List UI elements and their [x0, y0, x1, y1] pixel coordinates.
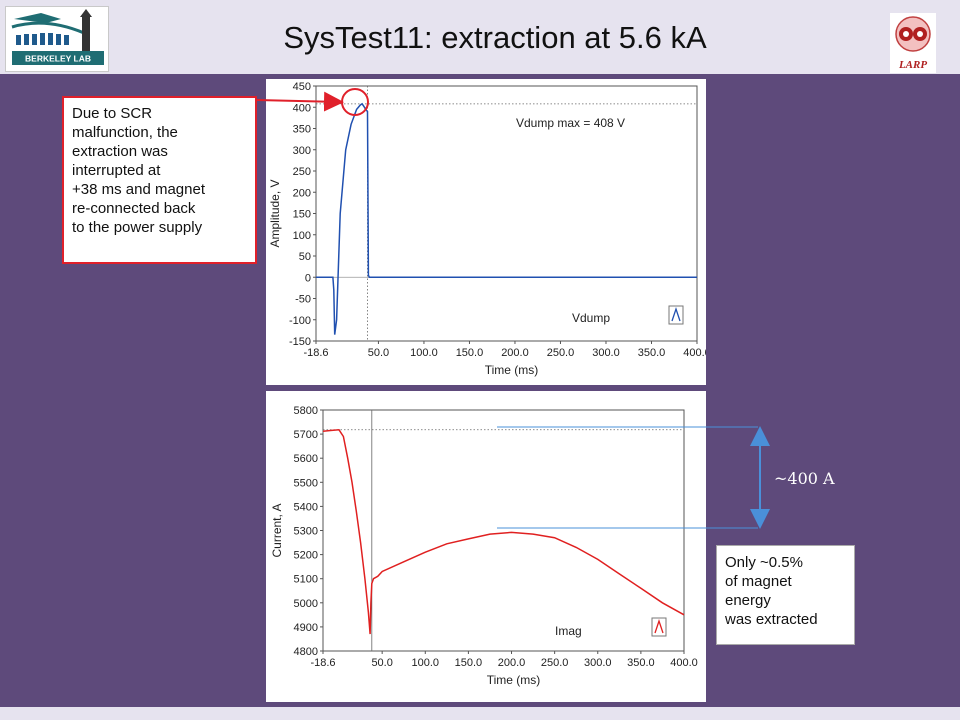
y-tick-label: 5800: [294, 405, 318, 417]
legend-icon-trace: [671, 306, 681, 322]
series-line-imag: [322, 429, 685, 635]
x-tick-label: 100.0: [410, 347, 438, 359]
x-tick-label: 350.0: [627, 657, 655, 669]
y-tick-label: -150: [289, 336, 311, 348]
x-tick-label: 250.0: [541, 657, 569, 669]
x-axis-title: Time (ms): [487, 673, 541, 687]
y-tick-label: -50: [295, 294, 311, 306]
y-tick-label: 400: [293, 102, 311, 114]
y-tick-label: 4800: [294, 646, 318, 658]
header-bar: [0, 0, 960, 74]
x-axis-title: Time (ms): [485, 363, 539, 377]
note-line: Only ~0.5%: [725, 554, 803, 571]
imag-chart-svg: 5800 5700 5600 5500 5400 5300 5200 5100 5000 4900…: [270, 405, 698, 687]
peak-highlight-circle: [341, 88, 369, 116]
y-tick-label: 0: [305, 272, 311, 284]
y-tick-label: 450: [293, 81, 311, 93]
y-tick-label: 5200: [294, 550, 318, 562]
page-title: SysTest11: extraction at 5.6 kA: [283, 20, 707, 55]
x-tick-label: 200.0: [501, 347, 529, 359]
imag-chart: 5800 5700 5600 5500 5400 5300 5200 5100 5000 4900…: [266, 391, 706, 702]
x-tick-label: 50.0: [368, 347, 389, 359]
y-tick-label: 300: [293, 145, 311, 157]
note-line: energy: [725, 592, 771, 609]
callout-line: +38 ms and magnet: [72, 181, 206, 198]
y-tick-label: 150: [293, 209, 311, 221]
y-axis-title: Current, A: [270, 503, 284, 557]
vdump-chart-svg: 450 400 350 300 250 200 150 100 50 0 -50 -100 -150-1…: [268, 81, 706, 377]
larp-logo: LARP: [889, 12, 937, 74]
callout-line: extraction was: [72, 143, 168, 160]
x-tick-label: 400.0: [683, 347, 706, 359]
vdump-chart: 450 400 350 300 250 200 150 100 50 0 -50 -100 -150 -1…: [266, 79, 706, 385]
callout-line: malfunction, the: [72, 124, 178, 141]
y-tick-label: 200: [293, 187, 311, 199]
x-tick-label: -18.6: [310, 657, 335, 669]
x-tick-label: 250.0: [547, 347, 575, 359]
berkeley-lab-logo: BERKELEY LAB: [5, 6, 109, 72]
legend-label: Vdump: [572, 311, 610, 325]
legend-label: Imag: [555, 624, 582, 638]
y-tick-label: 5300: [294, 526, 318, 538]
x-tick-label: 50.0: [371, 657, 392, 669]
note-line: of magnet: [725, 573, 792, 590]
y-tick-label: 250: [293, 166, 311, 178]
y-tick-label: 5500: [294, 477, 318, 489]
note-line: was extracted: [725, 611, 818, 628]
current-delta-label: ~400 A: [774, 469, 835, 488]
y-tick-label: -100: [289, 315, 311, 327]
series-line-vdump: [316, 102, 697, 335]
x-tick-label: 200.0: [498, 657, 526, 669]
y-tick-label: 4900: [294, 622, 318, 634]
x-tick-label: 300.0: [592, 347, 620, 359]
x-tick-label: 300.0: [584, 657, 612, 669]
energy-extracted-note: Only ~0.5% of magnet energy was extracte…: [716, 545, 855, 645]
x-tick-label: 400.0: [670, 657, 698, 669]
vdump-max-annotation: Vdump max = 408 V: [516, 116, 625, 130]
svg-text:BERKELEY LAB: BERKELEY LAB: [25, 54, 91, 64]
footer-strip: [0, 707, 960, 720]
x-tick-label: 150.0: [455, 657, 483, 669]
x-tick-label: 150.0: [456, 347, 484, 359]
y-axis-title: Amplitude, V: [268, 179, 282, 247]
callout-line: interrupted at: [72, 162, 161, 179]
y-tick-label: 100: [293, 230, 311, 242]
y-tick-label: 5600: [294, 453, 318, 465]
callout-arrow: [256, 91, 344, 112]
scr-malfunction-callout: Due to SCR malfunction, the extraction w…: [62, 96, 257, 264]
callout-line: re-connected back: [72, 200, 196, 217]
callout-line: Due to SCR: [72, 105, 153, 122]
y-tick-label: 50: [299, 251, 311, 263]
y-tick-label: 5700: [294, 429, 318, 441]
x-tick-label: 350.0: [638, 347, 666, 359]
y-tick-label: 5100: [294, 574, 318, 586]
x-tick-label: -18.6: [303, 347, 328, 359]
callout-line: to the power supply: [72, 219, 203, 236]
y-tick-label: 350: [293, 124, 311, 136]
y-tick-label: 5000: [294, 598, 318, 610]
legend-icon-trace: [654, 618, 664, 634]
svg-text:LARP: LARP: [898, 59, 927, 71]
y-tick-label: 5400: [294, 501, 318, 513]
x-tick-label: 100.0: [412, 657, 440, 669]
